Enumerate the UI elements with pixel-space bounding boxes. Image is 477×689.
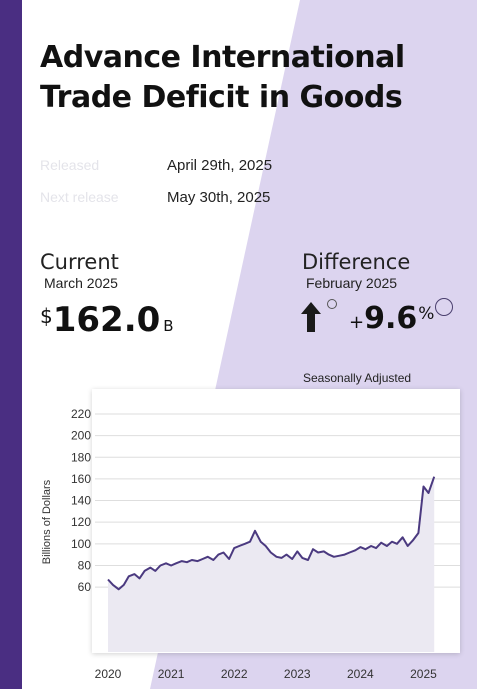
y-axis-title: Billions of Dollars — [41, 479, 53, 564]
x-tick-label: 2025 — [410, 667, 437, 681]
x-tick-label: 2024 — [347, 667, 374, 681]
release-date-label: Released — [40, 157, 100, 173]
title-line-2: Trade Deficit in Goods — [40, 80, 403, 115]
current-amount: 162.0 — [52, 300, 161, 340]
currency-symbol: $ — [40, 304, 53, 328]
x-tick-label: 2020 — [95, 667, 122, 681]
page-title: Advance International Trade Deficit in G… — [40, 38, 460, 118]
y-tick-label: 100 — [71, 537, 91, 551]
release-date-value: April 29th, 2025 — [167, 157, 273, 174]
difference-amount: 9.6 — [364, 301, 418, 336]
y-tick-label: 160 — [71, 472, 91, 486]
current-value: $162.0 B — [40, 300, 174, 340]
y-tick-label: 60 — [78, 580, 92, 594]
series-area — [108, 476, 435, 652]
title-line-1: Advance International — [40, 40, 405, 75]
y-tick-label: 140 — [71, 494, 91, 508]
y-tick-label: 180 — [71, 450, 91, 464]
next-release-label: Next release — [40, 189, 119, 205]
y-tick-label: 200 — [71, 429, 91, 443]
x-tick-label: 2023 — [284, 667, 311, 681]
x-tick-label: 2022 — [221, 667, 248, 681]
current-heading: Current — [40, 250, 119, 274]
info-circle-icon[interactable] — [435, 298, 453, 316]
series-line — [107, 476, 436, 591]
brand-side-strip — [0, 0, 22, 689]
difference-sign: + — [349, 312, 365, 333]
y-tick-label: 120 — [71, 515, 91, 529]
x-tick-label: 2021 — [158, 667, 185, 681]
seasonally-adjusted-label: Seasonally Adjusted — [303, 371, 412, 385]
current-unit: B — [163, 317, 174, 335]
y-tick-label: 80 — [78, 558, 92, 572]
difference-value: +9.6% — [349, 301, 434, 336]
degree-circle-icon — [327, 299, 337, 309]
difference-heading: Difference — [302, 250, 411, 274]
next-release-value: May 30th, 2025 — [167, 189, 271, 206]
current-period: March 2025 — [44, 275, 118, 291]
difference-unit: % — [418, 304, 435, 324]
difference-period: February 2025 — [306, 275, 398, 291]
y-tick-label: 220 — [71, 407, 91, 421]
arrow-up-icon — [301, 302, 321, 332]
